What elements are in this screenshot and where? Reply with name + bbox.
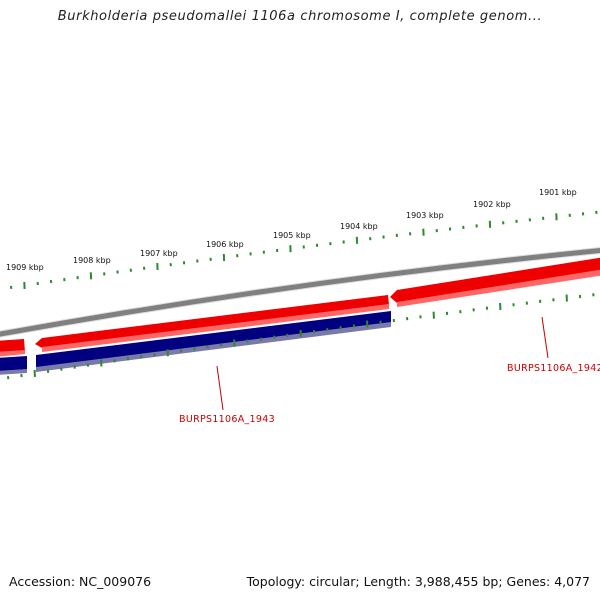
backbone-arc-core bbox=[0, 247, 600, 337]
accession-text: Accession: NC_009076 bbox=[9, 574, 152, 589]
kbp-tick-label: 1903 kbp bbox=[406, 211, 444, 220]
outer-tick-marks bbox=[10, 210, 598, 289]
gene-label-burps1106a-1942[interactable]: BURPS1106A_1942 bbox=[507, 363, 600, 374]
genome-summary-text: Topology: circular; Length: 3,988,455 bp… bbox=[246, 574, 590, 589]
kbp-tick-label: 1907 kbp bbox=[140, 249, 178, 258]
forward-gene-left[interactable] bbox=[0, 339, 25, 357]
kbp-tick-labels: 1909 kbp 1908 kbp 1907 kbp 1906 kbp 1905 kbp… bbox=[6, 188, 577, 272]
gene-burps1106a-1942-arrow[interactable] bbox=[35, 295, 389, 352]
kbp-tick-label: 1902 kbp bbox=[473, 200, 511, 209]
reverse-gene-left[interactable] bbox=[0, 356, 27, 375]
gene-burps1106a-1942-right[interactable] bbox=[390, 257, 600, 307]
kbp-tick-label: 1904 kbp bbox=[340, 222, 378, 231]
kbp-tick-label: 1906 kbp bbox=[206, 240, 244, 249]
gene-burps1106a-1943[interactable] bbox=[36, 311, 391, 372]
kbp-tick-label: 1905 kbp bbox=[273, 231, 311, 240]
gene-label-leader-1942 bbox=[541, 316, 549, 359]
gene-label-burps1106a-1943[interactable]: BURPS1106A_1943 bbox=[179, 414, 275, 425]
kbp-tick-label: 1908 kbp bbox=[73, 256, 111, 265]
gene-label-leader-1943 bbox=[216, 365, 224, 411]
map-title: Burkholderia pseudomallei 1106a chromoso… bbox=[57, 9, 543, 24]
kbp-tick-label: 1909 kbp bbox=[6, 263, 44, 272]
kbp-tick-label: 1901 kbp bbox=[539, 188, 577, 197]
inner-tick-marks bbox=[7, 293, 595, 380]
